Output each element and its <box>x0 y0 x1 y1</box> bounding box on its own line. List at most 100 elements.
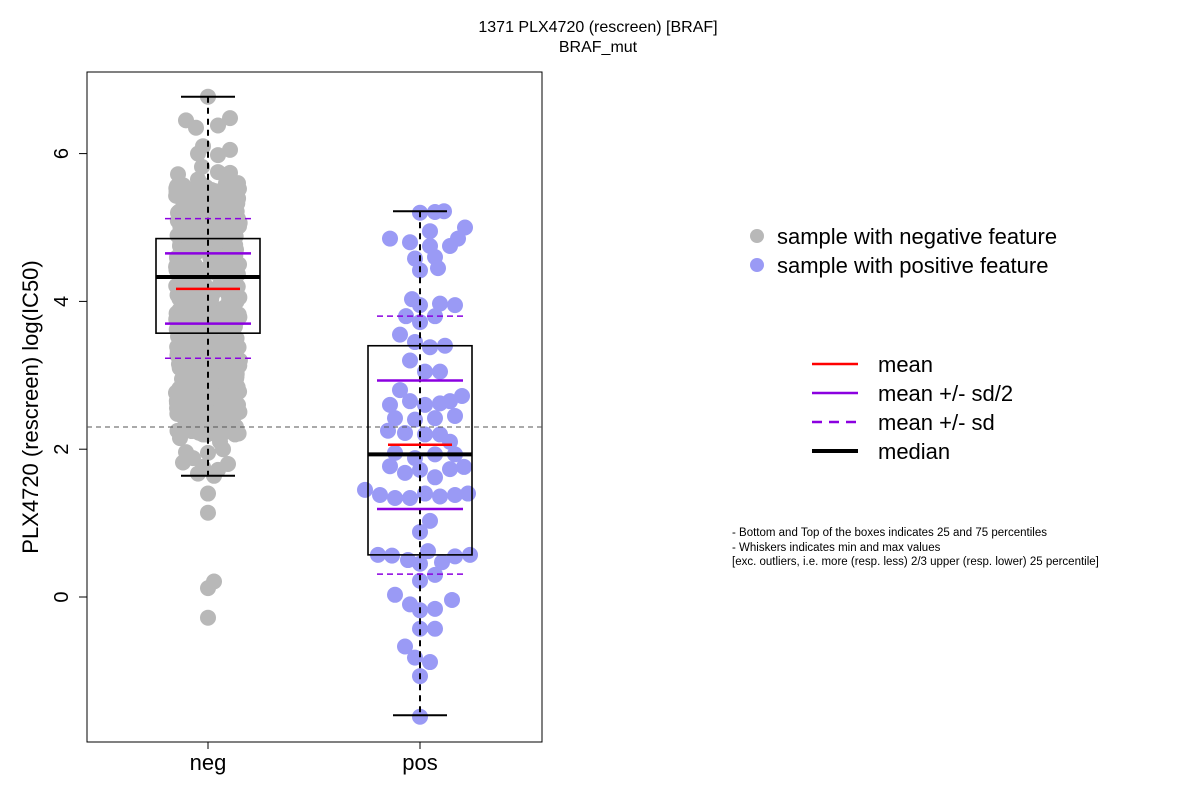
data-point-pos <box>382 396 398 413</box>
data-point-pos <box>380 422 396 439</box>
data-point-neg <box>227 228 244 245</box>
footnote-line: - Bottom and Top of the boxes indicates … <box>732 527 1047 539</box>
data-point-pos <box>444 591 460 608</box>
points-neg-dense <box>168 177 248 443</box>
data-point-pos <box>427 620 443 637</box>
legend-line-label: mean +/- sd/2 <box>878 381 1013 406</box>
data-point-pos <box>422 512 438 529</box>
data-point-pos <box>420 543 436 560</box>
data-point-pos <box>402 489 418 506</box>
data-point-pos <box>430 260 446 277</box>
data-point-neg <box>191 305 208 322</box>
data-point-pos <box>432 295 448 312</box>
data-point-neg <box>222 110 238 127</box>
y-tick-label: 6 <box>51 148 73 159</box>
y-tick-label: 4 <box>51 296 73 307</box>
data-point-pos <box>442 461 458 478</box>
data-point-neg <box>217 278 234 295</box>
data-point-pos <box>387 489 403 506</box>
data-point-neg <box>201 390 218 407</box>
data-point-neg <box>207 183 224 200</box>
data-point-neg <box>197 202 214 219</box>
data-point-neg <box>227 375 244 392</box>
data-point-pos <box>454 387 470 404</box>
data-point-pos <box>432 488 448 505</box>
data-point-neg <box>174 304 191 321</box>
data-point-pos <box>412 620 428 637</box>
plot-frame <box>86 71 543 743</box>
data-point-pos <box>402 393 418 410</box>
y-tick-label: 0 <box>51 591 73 602</box>
data-point-pos <box>422 223 438 240</box>
data-point-pos <box>434 554 450 571</box>
data-point-pos <box>392 382 408 399</box>
data-point-pos <box>397 464 413 481</box>
data-point-pos <box>422 339 438 356</box>
data-point-neg <box>210 117 226 134</box>
data-point-pos <box>450 230 466 247</box>
data-point-pos <box>387 410 403 427</box>
legend-point-label: sample with negative feature <box>777 224 1057 249</box>
y-tick-label: 2 <box>51 444 73 455</box>
footnote-line: - Whiskers indicates min and max values <box>732 542 941 554</box>
data-point-pos <box>432 363 448 380</box>
data-point-neg <box>200 609 216 626</box>
data-point-pos <box>460 485 476 502</box>
data-point-neg <box>168 259 185 276</box>
data-point-neg <box>222 421 239 438</box>
data-point-pos <box>398 308 414 325</box>
data-point-neg <box>171 347 188 364</box>
chart-title: 1371 PLX4720 (rescreen) [BRAF] <box>478 19 718 36</box>
data-point-pos <box>442 393 458 410</box>
data-point-neg <box>200 504 216 521</box>
data-point-pos <box>417 426 433 443</box>
data-point-pos <box>397 638 413 655</box>
data-point-neg <box>189 188 206 205</box>
data-point-neg <box>213 305 230 322</box>
footnote-line: [exc. outliers, i.e. more (resp. less) 2… <box>732 556 1099 568</box>
data-point-neg <box>219 357 236 374</box>
data-point-neg <box>210 164 226 181</box>
data-point-pos <box>392 326 408 343</box>
data-point-pos <box>447 407 463 424</box>
box-neg <box>155 237 261 334</box>
data-point-neg <box>215 441 231 458</box>
data-point-neg <box>210 233 227 250</box>
chart-subtitle: BRAF_mut <box>558 39 638 56</box>
points-pos <box>357 203 478 725</box>
data-point-neg <box>173 334 190 351</box>
data-point-neg <box>221 334 238 351</box>
y-axis-label: PLX4720 (rescreen) log(IC50) <box>18 260 43 553</box>
data-point-pos <box>447 548 463 565</box>
legend-line-label: median <box>878 439 950 464</box>
x-tick-label: pos <box>402 750 437 775</box>
legend-line-label: mean +/- sd <box>878 410 995 435</box>
data-point-pos <box>400 552 416 569</box>
data-point-pos <box>397 424 413 441</box>
data-point-neg <box>176 205 193 222</box>
data-point-neg <box>169 227 186 244</box>
data-point-pos <box>387 586 403 603</box>
data-point-neg <box>179 393 196 410</box>
data-point-neg <box>190 465 206 482</box>
legend-point-label: sample with positive feature <box>777 253 1048 278</box>
data-point-neg <box>171 380 188 397</box>
data-point-neg <box>222 141 238 158</box>
data-point-pos <box>427 410 443 427</box>
data-point-neg <box>174 242 191 259</box>
data-point-pos <box>402 234 418 251</box>
data-point-pos <box>402 352 418 369</box>
data-point-pos <box>412 572 428 589</box>
data-point-pos <box>372 487 388 504</box>
data-point-pos <box>427 308 443 325</box>
data-point-neg <box>227 247 244 264</box>
data-point-pos <box>357 481 373 498</box>
data-point-neg <box>206 573 222 590</box>
data-point-pos <box>447 487 463 504</box>
legend-point-marker <box>750 229 764 243</box>
data-point-pos <box>427 566 443 583</box>
data-point-neg <box>200 485 216 502</box>
data-point-neg <box>220 455 236 472</box>
